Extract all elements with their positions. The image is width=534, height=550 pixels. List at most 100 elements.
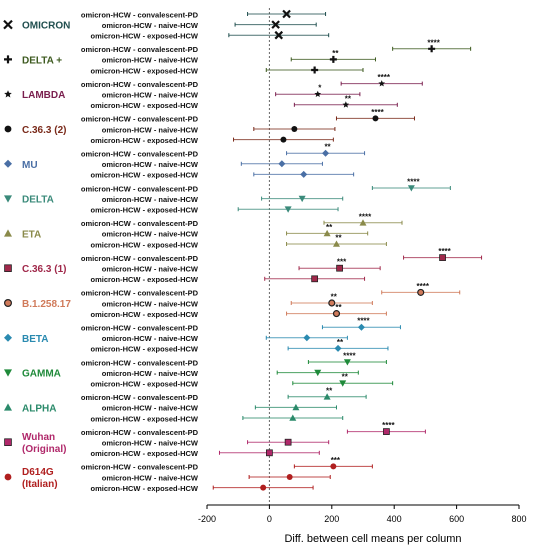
error-bars bbox=[212, 12, 483, 490]
mean-point bbox=[298, 195, 306, 203]
variant-marker-icon bbox=[4, 369, 12, 377]
significance-label: *** bbox=[331, 456, 341, 465]
mean-point bbox=[260, 484, 267, 491]
mean-point bbox=[271, 20, 280, 29]
comparison-label: omicron-HCW - exposed-HCW bbox=[91, 275, 199, 284]
comparison-label: omicron-HCW - convalescent-PD bbox=[81, 45, 199, 54]
variant-label: BETA bbox=[22, 334, 48, 345]
mean-point bbox=[330, 463, 337, 470]
x-tick-label: -200 bbox=[198, 514, 216, 524]
significance-label: ** bbox=[326, 223, 333, 232]
comparison-label: omicron-HCW - convalescent-PD bbox=[81, 358, 199, 367]
variant-label: D614G bbox=[22, 467, 54, 478]
comparison-labels: omicron-HCW - convalescent-PDomicron-HCW… bbox=[81, 10, 199, 493]
variant-label: (Italian) bbox=[22, 479, 58, 490]
comparison-label: omicron-HCW - convalescent-PD bbox=[81, 463, 199, 472]
x-tick-label: 800 bbox=[511, 514, 526, 524]
variant-markers bbox=[3, 19, 13, 481]
significance-label: **** bbox=[357, 317, 370, 326]
significance-label: **** bbox=[427, 38, 440, 47]
significance-label: **** bbox=[416, 282, 429, 291]
variant-label: MU bbox=[22, 160, 38, 171]
significance-label: **** bbox=[371, 108, 384, 117]
mean-points bbox=[260, 9, 446, 491]
comparison-label: omicron-HCW - exposed-HCW bbox=[91, 449, 199, 458]
variant-marker-icon bbox=[4, 403, 12, 411]
mean-point bbox=[314, 90, 322, 98]
variant-label: LAMBDA bbox=[22, 90, 65, 101]
variant-label: C.36.3 (1) bbox=[22, 264, 66, 275]
variant-label: ALPHA bbox=[22, 403, 56, 414]
significance-label: * bbox=[318, 84, 322, 93]
x-axis-label: Diff. between cell means per column bbox=[284, 533, 461, 545]
comparison-label: omicron-HCW - convalescent-PD bbox=[81, 254, 199, 263]
comparison-label: omicron-HCW - exposed-HCW bbox=[91, 380, 199, 389]
variant-marker-icon bbox=[4, 55, 12, 64]
comparison-label: omicron-HCW - convalescent-PD bbox=[81, 428, 199, 437]
variant-label: Wuhan bbox=[22, 432, 55, 443]
mean-point bbox=[339, 380, 347, 387]
mean-point bbox=[284, 206, 292, 213]
mean-point bbox=[300, 170, 308, 178]
significance-label: ** bbox=[337, 338, 344, 347]
mean-point bbox=[280, 136, 287, 143]
x-tick-label: 600 bbox=[449, 514, 464, 524]
mean-point bbox=[342, 101, 350, 108]
significance-label: **** bbox=[359, 212, 372, 221]
mean-point bbox=[417, 288, 425, 296]
mean-point bbox=[292, 403, 300, 411]
significance-label: ** bbox=[335, 303, 342, 312]
mean-point bbox=[311, 275, 319, 283]
comparison-label: omicron-HCW - convalescent-PD bbox=[81, 80, 199, 89]
variant-label: OMICRON bbox=[22, 21, 70, 32]
significance-label: ** bbox=[324, 143, 331, 152]
variant-marker-icon bbox=[4, 333, 12, 342]
variant-marker-icon bbox=[4, 195, 12, 203]
comparison-label: omicron-HCW - naive-HCW bbox=[102, 160, 199, 169]
comparison-label: omicron-HCW - exposed-HCW bbox=[91, 206, 199, 215]
mean-point bbox=[291, 126, 298, 132]
mean-point bbox=[332, 310, 341, 318]
variant-marker-icon bbox=[4, 90, 12, 98]
significance-label: ** bbox=[326, 386, 333, 395]
comparison-label: omicron-HCW - naive-HCW bbox=[102, 56, 199, 65]
comparison-label: omicron-HCW - naive-HCW bbox=[102, 473, 199, 482]
significance-label: **** bbox=[382, 421, 395, 430]
variant-label: C.36.3 (2) bbox=[22, 125, 66, 136]
mean-point bbox=[372, 115, 379, 122]
comparison-label: omicron-HCW - naive-HCW bbox=[102, 299, 199, 308]
significance-label: **** bbox=[438, 247, 451, 256]
mean-point bbox=[323, 393, 331, 400]
mean-point bbox=[314, 369, 322, 377]
comparison-label: omicron-HCW - exposed-HCW bbox=[91, 345, 199, 354]
mean-point bbox=[311, 66, 319, 74]
mean-point bbox=[332, 240, 340, 247]
comparison-label: omicron-HCW - naive-HCW bbox=[102, 230, 199, 239]
comparison-label: omicron-HCW - exposed-HCW bbox=[91, 414, 199, 423]
mean-point bbox=[336, 264, 343, 272]
variant-marker-icon bbox=[4, 229, 12, 237]
x-ticks: -200 0 200 400 600 800 bbox=[198, 505, 527, 524]
x-tick-label: 0 bbox=[267, 514, 272, 524]
comparison-label: omicron-HCW - naive-HCW bbox=[102, 21, 199, 30]
comparison-label: omicron-HCW - exposed-HCW bbox=[91, 240, 199, 249]
comparison-label: omicron-HCW - naive-HCW bbox=[102, 265, 199, 274]
variant-marker-icon bbox=[3, 299, 13, 308]
comparison-label: omicron-HCW - naive-HCW bbox=[102, 439, 199, 448]
mean-point bbox=[329, 55, 337, 63]
comparison-label: omicron-HCW - naive-HCW bbox=[102, 195, 199, 204]
mean-point bbox=[282, 9, 291, 19]
comparison-label: omicron-HCW - naive-HCW bbox=[102, 125, 199, 134]
significance-labels: ****************************************… bbox=[318, 38, 451, 465]
mean-point bbox=[439, 254, 446, 261]
mean-point bbox=[357, 323, 365, 331]
variant-label: B.1.258.17 bbox=[22, 299, 71, 310]
x-tick-label: 200 bbox=[324, 514, 339, 524]
variant-marker-icon bbox=[3, 19, 13, 30]
mean-point bbox=[322, 149, 330, 157]
x-axis: -200 0 200 400 600 800 Diff. between cell mea… bbox=[198, 504, 527, 545]
variant-label: GAMMA bbox=[22, 369, 61, 380]
mean-point bbox=[383, 428, 390, 435]
variant-labels: OMICRON DELTA + LAMBDA C.36.3 (2) MU DELTA ETA… bbox=[22, 21, 71, 490]
comparison-label: omicron-HCW - exposed-HCW bbox=[91, 310, 199, 319]
